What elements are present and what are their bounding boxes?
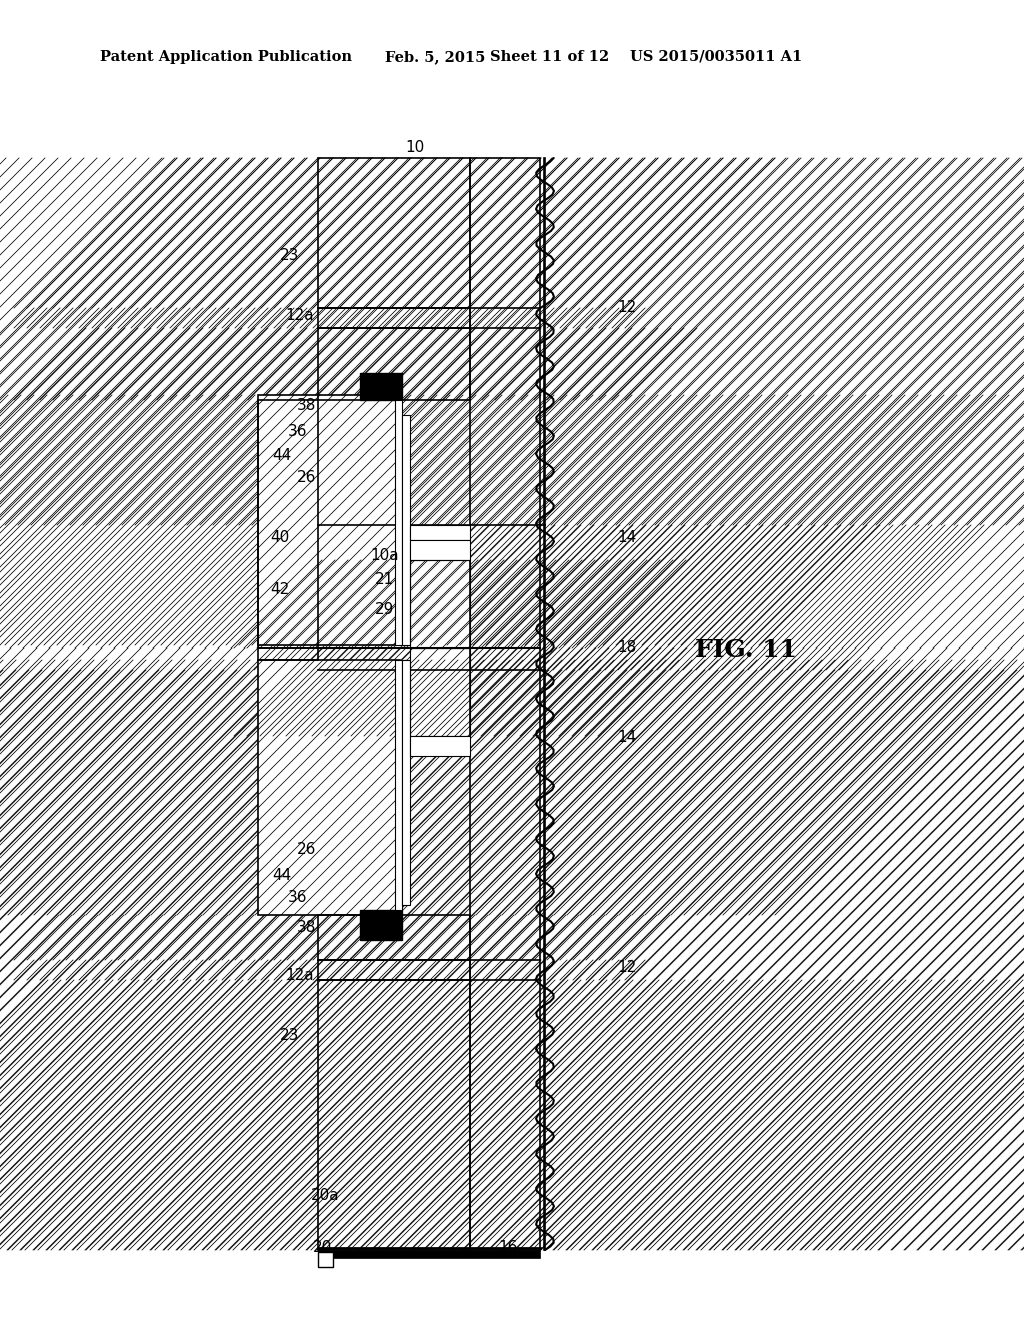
Text: 44: 44 bbox=[272, 447, 292, 462]
Bar bbox=[402, 414, 410, 645]
Bar bbox=[410, 560, 470, 648]
Text: Feb. 5, 2015: Feb. 5, 2015 bbox=[385, 50, 485, 63]
Text: 36: 36 bbox=[288, 425, 308, 440]
Bar bbox=[410, 560, 470, 648]
Bar bbox=[395, 400, 402, 645]
Bar bbox=[410, 540, 470, 560]
Bar bbox=[318, 1251, 333, 1267]
Bar bbox=[318, 960, 470, 979]
Bar bbox=[318, 308, 470, 327]
Bar bbox=[360, 374, 402, 400]
Bar bbox=[470, 648, 540, 1250]
Text: Patent Application Publication: Patent Application Publication bbox=[100, 50, 352, 63]
Bar bbox=[470, 158, 540, 648]
Bar bbox=[258, 660, 400, 915]
Text: 26: 26 bbox=[297, 470, 316, 486]
Text: 10a: 10a bbox=[371, 548, 399, 562]
Text: 12: 12 bbox=[617, 961, 637, 975]
Text: 20: 20 bbox=[313, 1241, 333, 1255]
Bar bbox=[318, 327, 470, 400]
Text: 42: 42 bbox=[270, 582, 290, 598]
Text: 23: 23 bbox=[281, 248, 300, 263]
Text: 20a: 20a bbox=[310, 1188, 339, 1203]
Bar bbox=[395, 660, 402, 909]
Bar bbox=[318, 915, 470, 960]
Text: 44: 44 bbox=[272, 867, 292, 883]
Bar bbox=[410, 560, 470, 648]
Text: 21: 21 bbox=[376, 573, 394, 587]
Bar bbox=[318, 158, 470, 308]
Text: 29: 29 bbox=[376, 602, 394, 618]
Bar bbox=[410, 648, 470, 737]
Bar bbox=[258, 395, 400, 645]
Text: 12: 12 bbox=[617, 301, 637, 315]
Bar bbox=[258, 400, 318, 648]
Bar bbox=[470, 158, 540, 648]
Text: 36: 36 bbox=[288, 890, 308, 904]
Text: 40: 40 bbox=[270, 529, 290, 544]
Bar bbox=[318, 158, 470, 308]
Text: US 2015/0035011 A1: US 2015/0035011 A1 bbox=[630, 50, 802, 63]
Bar bbox=[470, 158, 540, 648]
Bar bbox=[258, 395, 400, 645]
Bar bbox=[318, 960, 470, 979]
Bar bbox=[318, 308, 470, 327]
Bar bbox=[410, 648, 470, 737]
Text: 14: 14 bbox=[617, 531, 637, 545]
Bar bbox=[318, 327, 470, 400]
Bar bbox=[258, 395, 400, 645]
Bar bbox=[318, 979, 470, 1250]
Text: 16: 16 bbox=[499, 1241, 518, 1255]
Text: FIG. 11: FIG. 11 bbox=[695, 638, 797, 663]
Text: 12a: 12a bbox=[286, 968, 314, 982]
Bar bbox=[258, 660, 400, 915]
Text: 12a: 12a bbox=[286, 308, 314, 322]
Bar bbox=[318, 1250, 540, 1258]
Text: 18: 18 bbox=[617, 640, 637, 656]
Text: 23: 23 bbox=[281, 1027, 300, 1043]
Bar bbox=[360, 909, 402, 940]
Text: Sheet 11 of 12: Sheet 11 of 12 bbox=[490, 50, 609, 63]
Bar bbox=[318, 979, 470, 1250]
Bar bbox=[410, 648, 470, 737]
Bar bbox=[318, 158, 470, 308]
Bar bbox=[258, 660, 400, 915]
Bar bbox=[402, 660, 410, 906]
Bar bbox=[410, 737, 470, 756]
Bar bbox=[318, 915, 470, 960]
Text: 38: 38 bbox=[297, 920, 316, 935]
Text: 38: 38 bbox=[297, 399, 316, 413]
Text: 26: 26 bbox=[297, 842, 316, 858]
Text: 14: 14 bbox=[617, 730, 637, 746]
Bar bbox=[318, 979, 470, 1250]
Bar bbox=[318, 327, 470, 400]
Bar bbox=[470, 648, 540, 1250]
Bar bbox=[258, 648, 318, 660]
Bar bbox=[318, 960, 470, 979]
Bar bbox=[410, 525, 470, 540]
Bar bbox=[318, 308, 470, 327]
Text: 10: 10 bbox=[406, 140, 425, 156]
Bar bbox=[470, 648, 540, 1250]
Bar bbox=[318, 915, 470, 960]
